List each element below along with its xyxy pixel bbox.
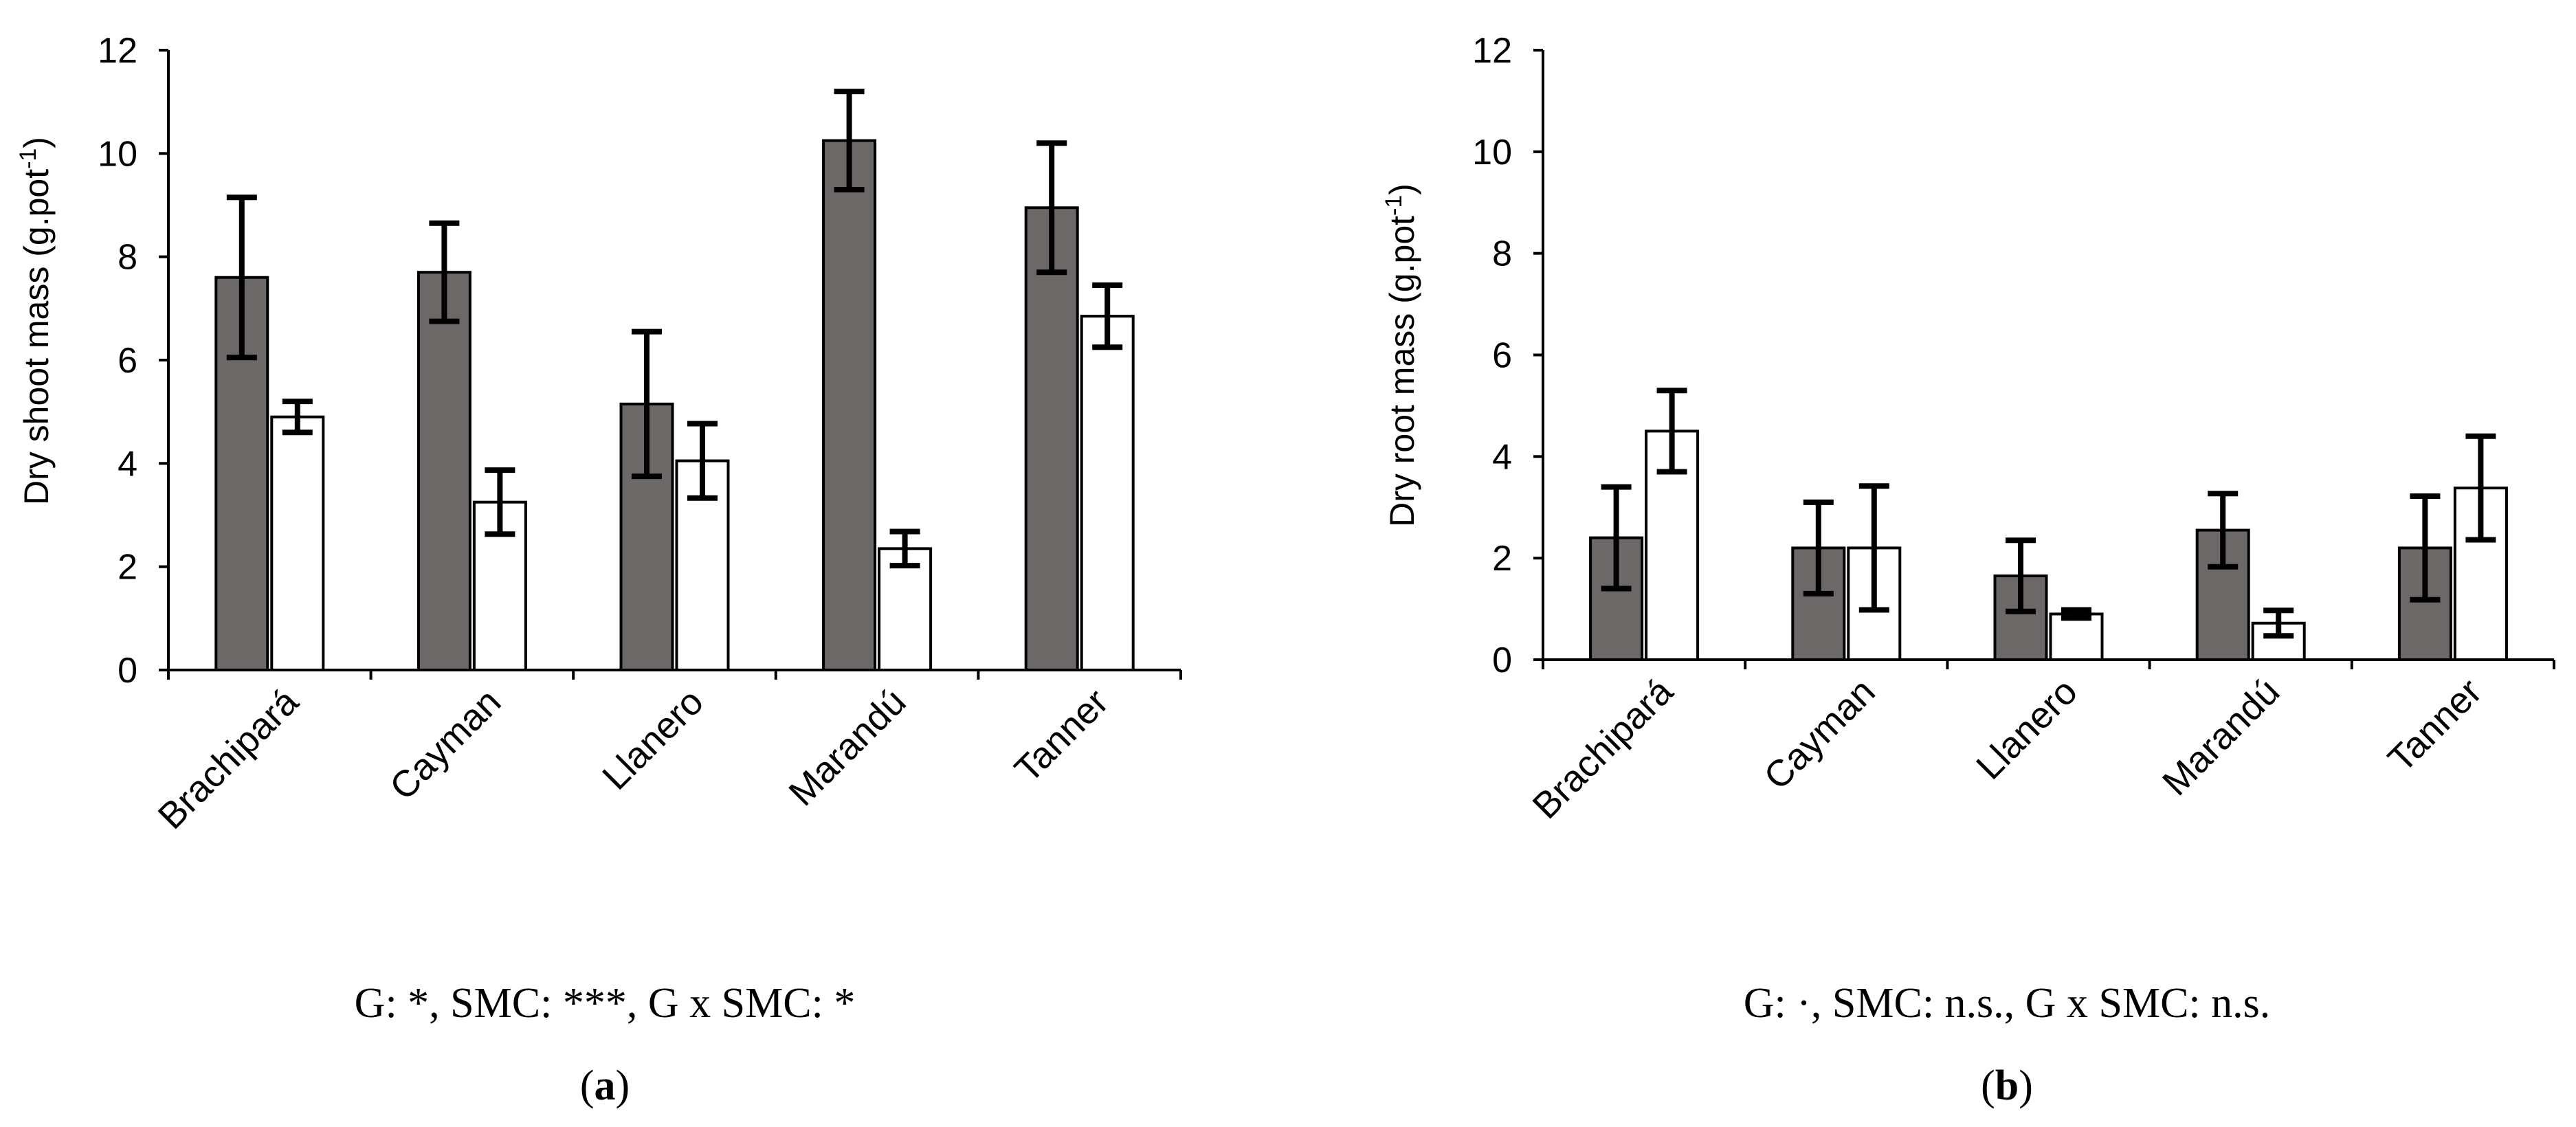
panel-b-y-axis-label: Dry root mass (g.pot-1) — [1381, 183, 1421, 527]
panel-b-label: (b) — [1981, 1062, 2033, 1109]
panel-a-y-tick-label: 2 — [118, 548, 137, 588]
panel-a-y-tick-label: 8 — [118, 238, 137, 278]
panel-a-y-tick-label: 4 — [118, 444, 137, 484]
panel-a-category-label: Tanner — [1007, 681, 1116, 790]
panel-a-significance-note: G: *, SMC: ***, G x SMC: * — [355, 980, 856, 1027]
panel-a-category-label: Llanero — [595, 681, 711, 798]
svg-text:Dry root mass (g.pot-1): Dry root mass (g.pot-1) — [1381, 183, 1421, 527]
panel-a-y-tick-label: 0 — [118, 651, 137, 691]
panel-b-category-label: Llanero — [1968, 671, 2085, 788]
panel-a-bar-stress — [1080, 315, 1135, 671]
panel-a-bar-stress — [270, 415, 325, 672]
panel-a-category-label: Cayman — [382, 681, 509, 808]
panel-a-y-axis-label-sup: -1 — [15, 148, 41, 169]
panel-a-bar-control — [1024, 206, 1079, 671]
panel-a-y-tick-label: 12 — [98, 31, 137, 71]
panel-b-significance-note: G: ·, SMC: n.s., G x SMC: n.s. — [1744, 980, 2271, 1027]
panel-a-y-axis-label: Dry shoot mass (g.pot-1) — [15, 137, 56, 505]
panel-a-bar-control — [417, 271, 471, 671]
panel-a-category-label: Marandú — [781, 681, 913, 814]
svg-text:Dry shoot mass (g.pot-1): Dry shoot mass (g.pot-1) — [15, 137, 56, 505]
panel-a-y-axis-label-text: Dry shoot mass (g.pot — [17, 169, 56, 505]
panel-a-label: (a) — [580, 1062, 630, 1109]
panel-b-y-axis-label-text: Dry root mass (g.pot — [1383, 216, 1421, 527]
panel-b-category-label: Tanner — [2380, 671, 2489, 780]
panel-b-y-tick-label: 2 — [1492, 539, 1512, 579]
panel-b-bar-stress — [2049, 612, 2104, 661]
panel-b-category-label: Brachipará — [1525, 670, 1682, 827]
panel-b-y-axis-label-close: ) — [1383, 183, 1421, 195]
panel-b-category-label: Cayman — [1756, 671, 1883, 798]
panel-a-chart: Dry shoot mass (g.pot-1) G: *, SMC: ***,… — [15, 31, 1182, 1109]
panel-b-label-letter: b — [1995, 1062, 2019, 1109]
panel-b-chart: Dry root mass (g.pot-1) G: ·, SMC: n.s.,… — [1381, 31, 2555, 1109]
panel-a-bar-control — [822, 139, 877, 671]
panel-b-y-tick-label: 12 — [1472, 31, 1512, 71]
panel-b-y-tick-label: 6 — [1492, 336, 1512, 376]
panel-a-bar-stress — [878, 547, 933, 671]
panel-b-y-tick-label: 0 — [1492, 640, 1512, 680]
panel-a-y-axis-label-close: ) — [17, 137, 56, 148]
panel-b-category-label: Marandú — [2155, 671, 2287, 803]
panel-a-label-letter: a — [595, 1062, 616, 1109]
panel-b-y-tick-label: 4 — [1492, 437, 1512, 477]
panel-a-y-tick-label: 6 — [118, 341, 137, 381]
panel-a-y-tick-label: 10 — [98, 134, 137, 174]
panel-b-y-tick-label: 8 — [1492, 234, 1512, 274]
panel-a-category-label: Brachipará — [151, 680, 307, 837]
panel-b-y-tick-label: 10 — [1472, 133, 1512, 172]
panel-b-y-axis-label-sup: -1 — [1381, 195, 1407, 216]
